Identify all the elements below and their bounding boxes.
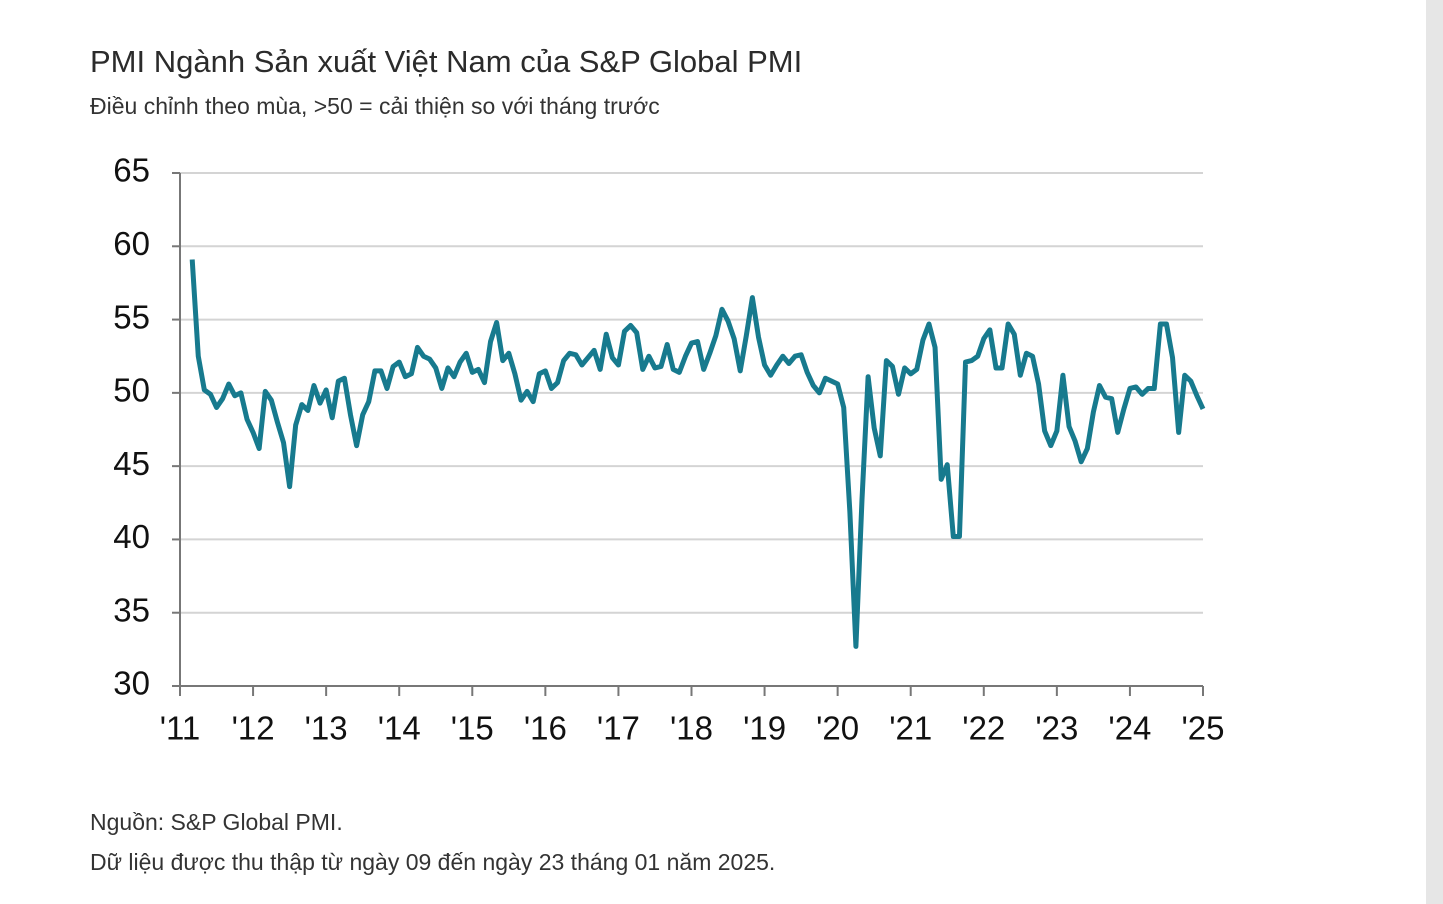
chart-subtitle: Điều chỉnh theo mùa, >50 = cải thiện so … — [90, 93, 660, 119]
chart-title: PMI Ngành Sản xuất Việt Nam của S&P Glob… — [90, 44, 802, 79]
x-tick-label: '23 — [1035, 710, 1078, 747]
source-note: Nguồn: S&P Global PMI. — [90, 809, 343, 835]
x-tick-label: '17 — [597, 710, 640, 747]
x-tick-label: '21 — [889, 710, 932, 747]
x-tick-label: '25 — [1181, 710, 1224, 747]
y-tick-label: 35 — [113, 591, 150, 628]
x-tick-label: '18 — [670, 710, 713, 747]
y-tick-label: 65 — [113, 152, 150, 189]
y-tick-label: 60 — [113, 225, 150, 262]
collection-note: Dữ liệu được thu thập từ ngày 09 đến ngà… — [90, 849, 775, 875]
scrollbar — [1426, 0, 1443, 904]
x-tick-label: '12 — [232, 710, 275, 747]
y-tick-label: 45 — [113, 445, 150, 482]
x-tick-label: '14 — [378, 710, 421, 747]
pmi-line — [189, 259, 1206, 649]
x-tick-label: '19 — [743, 710, 786, 747]
x-tick-label: '16 — [524, 710, 567, 747]
x-tick-label: '20 — [816, 710, 859, 747]
y-tick-label: 40 — [113, 518, 150, 555]
y-tick-label: 30 — [113, 665, 150, 702]
x-tick-label: '11 — [160, 710, 201, 747]
x-tick-label: '13 — [305, 710, 348, 747]
x-tick-label: '24 — [1108, 710, 1151, 747]
y-tick-label: 50 — [113, 372, 150, 409]
x-tick-label: '15 — [451, 710, 494, 747]
x-tick-label: '22 — [962, 710, 1005, 747]
y-tick-label: 55 — [113, 298, 150, 335]
